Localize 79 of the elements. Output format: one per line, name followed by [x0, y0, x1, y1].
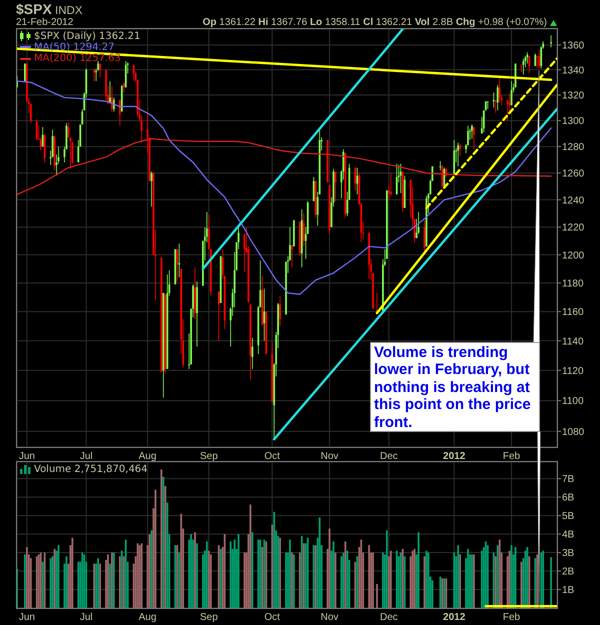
- candlestick: [522, 58, 524, 76]
- candlestick: [24, 63, 26, 82]
- candlestick: [113, 97, 115, 112]
- y-tick-label: 1180: [562, 278, 584, 290]
- legend-label: Volume 2,751,870,464: [34, 464, 148, 475]
- candlestick: [453, 140, 456, 175]
- y-tick-label: 1300: [562, 116, 585, 128]
- x-tick-label: Feb: [502, 612, 521, 623]
- candlestick: [178, 243, 180, 278]
- candlestick: [550, 35, 552, 48]
- x-tick-label: 2012: [443, 612, 466, 623]
- x-tick-label: Sep: [200, 451, 218, 462]
- legend-label: MA(200) 1257.63: [34, 53, 121, 64]
- x-tick-label: Jul: [80, 451, 93, 462]
- x-tick-label: Jun: [18, 451, 35, 462]
- candlestick: [70, 137, 72, 170]
- x-tick-label: Sep: [200, 612, 218, 623]
- y-tick-label: 1140: [562, 336, 584, 348]
- x-tick-label: 2012: [443, 451, 466, 462]
- y-tick-label: 1B: [562, 585, 575, 596]
- x-tick-label: Jul: [80, 612, 93, 623]
- y-tick-label: 1360: [562, 40, 585, 52]
- candlestick: [251, 337, 254, 370]
- x-tick-label: Oct: [264, 451, 280, 462]
- candlestick: [68, 121, 70, 138]
- y-tick-label: 1120: [562, 366, 584, 378]
- candlestick: [93, 68, 96, 82]
- y-tick-label: 1320: [562, 90, 585, 102]
- candlestick: [150, 171, 152, 207]
- candlestick: [459, 144, 461, 156]
- candlestick: [473, 126, 475, 150]
- x-tick-label: Aug: [138, 612, 156, 623]
- annotation: Volume is trending lower in February, but nothing is breaking at this point on the price front.: [370, 342, 540, 432]
- x-tick-label: Oct: [264, 612, 280, 623]
- x-tick-label: Nov: [320, 612, 338, 623]
- y-tick-label: 1100: [562, 396, 584, 408]
- legend-label: $SPX (Daily) 1362.21: [34, 30, 140, 42]
- y-tick-label: 1160: [562, 307, 584, 318]
- y-tick-label: 5B: [562, 511, 575, 522]
- candlestick: [334, 171, 336, 202]
- candlestick: [471, 124, 473, 140]
- text: Op 1361.22 Hi 1367.76 Lo 1358.11 Cl 1362.21 Vol 2.8B Chg +0.98 (+0.07%): [202, 17, 547, 28]
- candlestick: [424, 220, 426, 252]
- candlestick: [99, 63, 101, 78]
- candlestick: [418, 212, 420, 234]
- y-tick-label: 1220: [562, 222, 585, 234]
- y-tick-label: 3B: [562, 548, 575, 560]
- candlestick: [457, 142, 459, 167]
- y-tick-label: 1240: [562, 195, 585, 206]
- line-series: [17, 80, 552, 295]
- x-tick-label: Dec: [380, 612, 398, 623]
- y-tick-label: 1280: [562, 142, 585, 154]
- y-tick-label: 2B: [562, 566, 575, 578]
- candlestick: [111, 86, 113, 112]
- candlestick: [390, 172, 392, 196]
- y-tick-label: 1340: [562, 65, 585, 76]
- candlestick: [279, 295, 281, 327]
- line-series: [17, 138, 552, 196]
- chart-title: $SPX INDX: [16, 1, 82, 17]
- x-tick-label: Dec: [380, 451, 398, 462]
- chart-subtitle: 21-Feb-2012: [16, 17, 74, 28]
- candlestick: [492, 92, 495, 108]
- candlestick: [208, 214, 210, 250]
- y-tick-label: 1260: [562, 168, 585, 180]
- candlestick: [494, 100, 497, 114]
- candlestick: [291, 244, 293, 268]
- x-tick-label: Aug: [138, 451, 156, 462]
- candlestick: [510, 80, 512, 106]
- candlestick: [498, 78, 501, 104]
- y-tick-label: 4B: [562, 530, 575, 541]
- y-tick-label: 6B: [562, 492, 575, 504]
- x-tick-label: Jun: [18, 612, 35, 623]
- x-tick-label: Feb: [502, 451, 521, 462]
- candlestick: [118, 100, 121, 126]
- y-tick-label: 7B: [562, 474, 575, 486]
- candlestick: [109, 80, 111, 104]
- y-tick-label: 1080: [562, 427, 585, 438]
- x-tick-label: Nov: [320, 451, 338, 462]
- y-tick-label: 1200: [562, 250, 585, 262]
